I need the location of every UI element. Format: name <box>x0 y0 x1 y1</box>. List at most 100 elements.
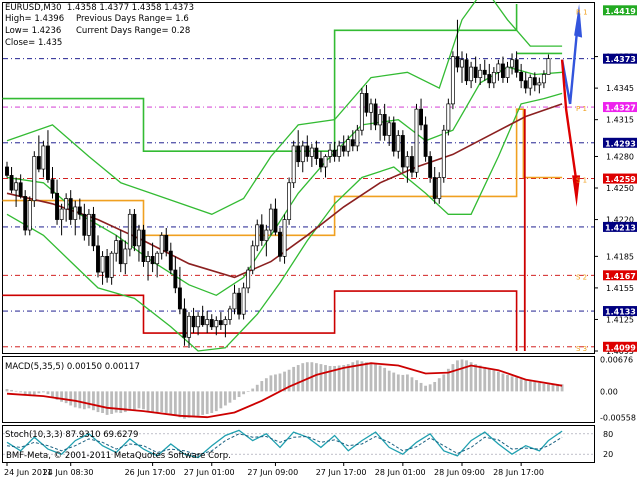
macd-histogram-bar <box>410 377 414 392</box>
macd-histogram-bar <box>87 391 91 409</box>
stochastic-indicator: 80 20 <box>3 429 613 459</box>
macd-histogram-bar <box>46 391 50 395</box>
candle-body <box>469 66 474 82</box>
candle-body <box>168 250 173 271</box>
candle-body <box>491 71 496 84</box>
candle-body <box>177 287 182 310</box>
candle-body <box>505 66 510 78</box>
macd-histogram-bar <box>105 391 109 415</box>
price-flag-label: 1.4293 <box>605 139 636 148</box>
candle-body <box>473 66 478 78</box>
candle-body <box>96 245 100 273</box>
candle-body <box>27 200 32 231</box>
macd-histogram-bar <box>224 391 227 406</box>
macd-histogram-bar <box>128 391 132 410</box>
high-label: High= 1.4396 <box>5 14 65 24</box>
price-flag-label: 1.4259 <box>605 175 636 184</box>
macd-histogram-bar <box>383 367 387 392</box>
close-label: Close= 1.435 <box>5 38 63 48</box>
macd-histogram-bar <box>196 391 200 416</box>
time-tick-label: 24 Jun 2011 <box>4 468 52 477</box>
candle-body <box>346 139 351 152</box>
time-tick-label: 27 Jun 17:00 <box>316 468 367 477</box>
macd-histogram-bar <box>387 370 391 392</box>
price-flag-label: 1.4133 <box>605 308 636 317</box>
time-tick-label: 28 Jun 17:00 <box>493 468 544 477</box>
macd-histogram-bar <box>401 374 405 392</box>
price-tick-label: 1.4315 <box>606 116 634 125</box>
candle-body <box>187 315 191 338</box>
macd-histogram-bar <box>23 391 27 395</box>
candle-body <box>441 129 446 178</box>
macd-histogram-bar <box>415 380 418 392</box>
candle-body <box>419 108 424 126</box>
macd-histogram-bar <box>146 391 150 412</box>
candle-body <box>18 182 23 197</box>
macd-tick-label: -0.00558 <box>600 414 636 423</box>
macd-histogram-bar <box>237 391 241 398</box>
candle-body <box>255 224 260 247</box>
macd-histogram-bar <box>428 384 432 392</box>
candle-body <box>191 315 196 328</box>
candle-body <box>319 158 323 168</box>
candle-body <box>173 269 178 289</box>
candle-body <box>305 145 310 157</box>
price-flag-5 <box>603 221 637 232</box>
macd-histogram-bar <box>210 391 214 414</box>
stoch-main-line <box>6 429 563 459</box>
candle-body <box>546 58 551 75</box>
macd-histogram-bar <box>274 374 277 392</box>
macd-histogram-bar <box>483 366 487 392</box>
forecast-up-line <box>560 19 580 105</box>
macd-histogram-bar <box>283 371 286 392</box>
copyright-watermark: BMF-Meta, © 2001-2011 MetaQuotes Softwar… <box>6 451 231 461</box>
candle-body <box>382 114 387 136</box>
macd-histogram-bar <box>187 391 191 418</box>
stoch-pane-frame <box>2 425 595 463</box>
macd-histogram-bar <box>305 362 309 392</box>
candle-body <box>278 231 282 257</box>
macd-histogram-bar <box>287 369 291 392</box>
macd-histogram-bar <box>5 389 9 392</box>
macd-histogram-bar <box>510 376 514 392</box>
candle-body <box>369 103 373 113</box>
macd-histogram-bar <box>10 389 13 392</box>
macd-histogram-bar <box>164 391 168 414</box>
candle-body <box>287 182 292 220</box>
candle-body <box>355 129 360 147</box>
candle-body <box>68 198 73 220</box>
candle-body <box>291 145 296 184</box>
candle-body <box>228 308 232 320</box>
macd-histogram-bar <box>433 381 437 392</box>
pivot-levels <box>2 4 563 351</box>
candle-body <box>537 82 542 86</box>
macd-histogram-bar <box>337 365 341 392</box>
candle-body <box>300 145 305 163</box>
macd-histogram-bar <box>19 391 23 393</box>
candle-body <box>45 145 50 180</box>
macd-histogram-bar <box>542 383 546 392</box>
stoch-tick-label: 80 <box>603 430 613 439</box>
macd-histogram-bar <box>205 391 209 414</box>
candle-body <box>50 179 55 194</box>
macd-histogram-bar <box>64 391 68 404</box>
candle-body <box>118 240 123 265</box>
macd-histogram-bar <box>242 391 245 395</box>
macd-signal-line <box>6 362 563 419</box>
candle-body <box>400 135 405 168</box>
candle-body <box>164 234 169 252</box>
macd-histogram-bar <box>497 371 500 392</box>
candle-body <box>341 145 346 152</box>
candle-body <box>519 71 524 82</box>
time-tick-label: 27 Jun 01:00 <box>184 468 235 477</box>
candle-body <box>36 156 41 170</box>
candle-body <box>237 292 241 315</box>
macd-histogram-bar <box>82 391 86 410</box>
candle-body <box>378 114 383 126</box>
candle-body <box>209 319 214 328</box>
candle-body <box>528 77 533 89</box>
macd-histogram-bar <box>183 391 186 419</box>
macd-histogram-bar <box>460 359 464 392</box>
macd-histogram-bar <box>151 391 154 413</box>
